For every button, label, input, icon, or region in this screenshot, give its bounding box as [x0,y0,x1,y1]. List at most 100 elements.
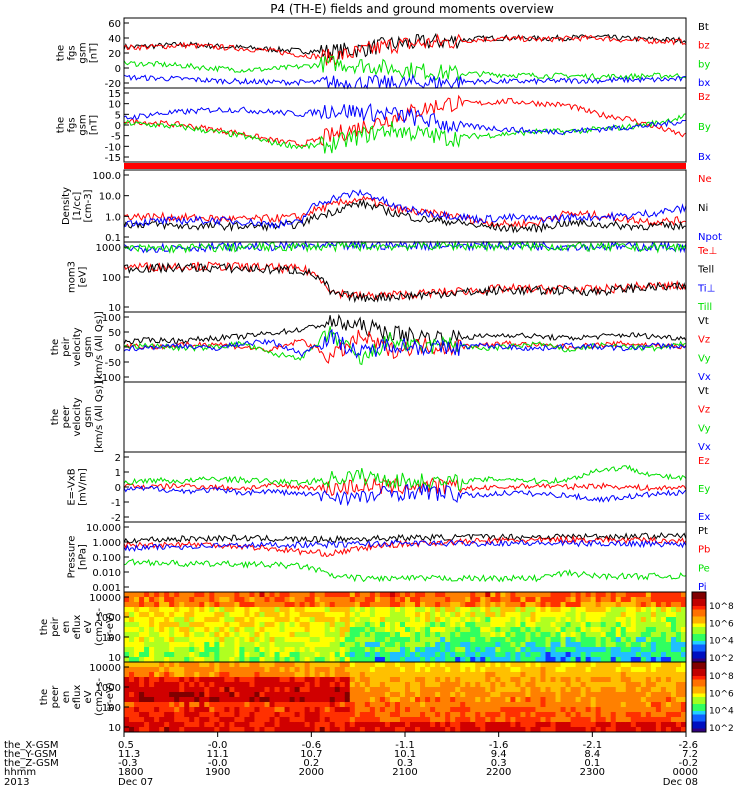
heatmap-cell [339,597,346,603]
heatmap-cell [369,597,376,603]
heatmap-cell [665,607,672,613]
heatmap-cell [535,607,541,613]
heatmap-cell [560,712,566,718]
heatmap-cell [169,652,175,658]
heatmap-cell [480,647,486,653]
y-tick-label: -10 [105,142,121,153]
heatmap-cell [139,712,145,718]
colorbar-step [692,592,706,596]
heatmap-cell [495,657,501,663]
heatmap-cell [289,692,296,698]
heatmap-cell [149,677,155,683]
heatmap-cell [244,662,250,668]
heatmap-cell [480,672,486,678]
heatmap-cell [229,642,235,648]
y-axis-label: velocity [72,397,83,436]
heatmap-cell [299,657,306,663]
heatmap-cell [234,702,240,708]
heatmap-cell [159,672,165,678]
heatmap-cell [670,657,677,663]
heatmap-cell [374,697,381,703]
heatmap-cell [415,677,421,683]
heatmap-cell [269,712,275,718]
heatmap-cell [174,602,180,608]
heatmap-cell [389,702,396,708]
heatmap-cell [359,702,366,708]
heatmap-cell [675,672,682,678]
heatmap-cell [169,682,175,688]
heatmap-cell [344,592,351,598]
heatmap-cell [169,727,175,733]
heatmap-cell [555,692,561,698]
heatmap-cell [204,702,210,708]
heatmap-cell [625,617,632,623]
heatmap-cell [445,607,451,613]
heatmap-cell [620,677,627,683]
heatmap-cell [505,722,511,728]
heatmap-cell [635,657,642,663]
heatmap-cell [294,607,301,613]
heatmap-cell [500,602,506,608]
colorbar-step [692,637,706,642]
heatmap-cell [379,717,386,723]
heatmap-cell [520,667,526,673]
heatmap-cell [510,647,516,653]
heatmap-cell [389,677,396,683]
heatmap-cell [189,662,195,668]
heatmap-cell [264,597,270,603]
heatmap-cell [214,637,220,643]
heatmap-cell [349,642,356,648]
colorbar-tick-label: 10^2 [709,654,734,664]
legend-label: bz [698,41,710,52]
heatmap-cell [560,727,566,733]
heatmap-cell [550,647,556,653]
heatmap-cell [635,627,642,633]
heatmap-cell [585,667,592,673]
heatmap-cell [289,617,296,623]
heatmap-cell [354,712,361,718]
status-bar [124,163,686,169]
heatmap-cell [565,687,571,693]
heatmap-cell [249,727,255,733]
colorbar-step [692,683,706,687]
heatmap-cell [344,697,351,703]
x-tick-label: -0.2 [678,758,698,769]
heatmap-cell [610,707,617,713]
heatmap-cell [630,647,637,653]
heatmap-cell [159,637,165,643]
heatmap-cell [364,647,371,653]
heatmap-cell [480,702,486,708]
heatmap-cell [660,622,667,628]
y-axis-label: [nT] [89,115,100,135]
legend-label: Pt [698,526,708,537]
colorbar-step [692,648,706,652]
heatmap-cell [314,612,321,618]
heatmap-cell [580,607,587,613]
heatmap-cell [299,617,306,623]
heatmap-cell [339,682,346,688]
heatmap-cell [585,607,592,613]
heatmap-cell [149,662,155,668]
heatmap-cell [425,597,431,603]
heatmap-cell [309,702,316,708]
heatmap-cell [174,647,180,653]
heatmap-cell [500,607,506,613]
heatmap-cell [134,602,140,608]
heatmap-cell [405,697,411,703]
heatmap-cell [485,697,491,703]
heatmap-cell [580,647,587,653]
heatmap-cell [369,637,376,643]
heatmap-cell [204,687,210,693]
heatmap-cell [264,707,270,713]
y-axis-label: peir [61,336,72,356]
heatmap-cell [239,627,245,633]
heatmap-cell [525,592,531,598]
legend-label: Bx [698,152,711,163]
y-tick-label: 10.0 [99,192,121,203]
heatmap-cell [630,657,637,663]
heatmap-cell [505,712,511,718]
heatmap-cell [189,607,195,613]
heatmap-cell [304,692,311,698]
heatmap-cell [229,667,235,673]
heatmap-cell [425,637,431,643]
